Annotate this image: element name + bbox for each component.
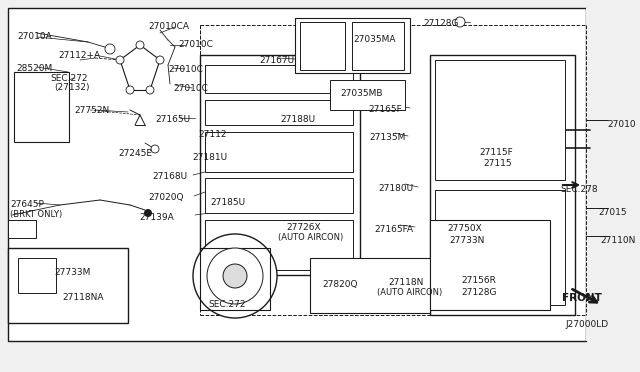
Circle shape xyxy=(146,86,154,94)
Bar xyxy=(18,258,56,293)
Text: 27112+A: 27112+A xyxy=(58,51,100,60)
Text: 27750X: 27750X xyxy=(447,224,482,233)
Bar xyxy=(200,55,360,275)
Text: 27645P: 27645P xyxy=(10,200,44,209)
Bar xyxy=(205,100,353,125)
Text: (27132): (27132) xyxy=(54,83,90,92)
Circle shape xyxy=(455,17,465,27)
Text: 27128G: 27128G xyxy=(461,288,497,297)
Text: 27820Q: 27820Q xyxy=(322,280,358,289)
Circle shape xyxy=(207,248,263,304)
Text: 27115F: 27115F xyxy=(479,148,513,157)
Circle shape xyxy=(126,86,134,94)
Circle shape xyxy=(151,145,159,153)
Bar xyxy=(14,72,69,142)
Text: 27010CA: 27010CA xyxy=(148,22,189,31)
Text: 27035MA: 27035MA xyxy=(353,35,396,44)
Bar xyxy=(300,22,345,70)
Text: 27118N: 27118N xyxy=(388,278,424,287)
Text: 27733N: 27733N xyxy=(449,236,484,245)
Text: 27156R: 27156R xyxy=(461,276,496,285)
Circle shape xyxy=(156,56,164,64)
Text: (BRKT ONLY): (BRKT ONLY) xyxy=(10,210,62,219)
Text: 27010C: 27010C xyxy=(178,40,213,49)
Circle shape xyxy=(116,56,124,64)
Text: SEC.272: SEC.272 xyxy=(50,74,88,83)
Bar xyxy=(310,258,430,313)
Text: 27010: 27010 xyxy=(607,120,636,129)
Text: 27181U: 27181U xyxy=(192,153,227,162)
Bar xyxy=(295,18,410,73)
Bar xyxy=(586,8,632,341)
Circle shape xyxy=(136,41,144,49)
Circle shape xyxy=(223,264,247,288)
Text: (AUTO AIRCON): (AUTO AIRCON) xyxy=(278,233,343,242)
Text: 27139A: 27139A xyxy=(139,213,173,222)
Bar xyxy=(205,65,353,93)
Circle shape xyxy=(144,209,152,217)
Bar xyxy=(8,8,586,341)
Text: 27165FA: 27165FA xyxy=(374,225,413,234)
Bar xyxy=(430,220,550,310)
Bar xyxy=(435,190,565,305)
Bar xyxy=(200,248,270,310)
Text: 28520M: 28520M xyxy=(16,64,52,73)
Text: 27185U: 27185U xyxy=(210,198,245,207)
Text: 27752N: 27752N xyxy=(74,106,109,115)
Text: 27165U: 27165U xyxy=(155,115,190,124)
Bar xyxy=(205,178,353,213)
Text: 27010C: 27010C xyxy=(173,84,208,93)
Bar xyxy=(352,22,404,70)
Text: J27000LD: J27000LD xyxy=(565,320,608,329)
Text: 27168U: 27168U xyxy=(152,172,187,181)
Text: SEC.272: SEC.272 xyxy=(208,300,246,309)
Text: 27135M: 27135M xyxy=(369,133,405,142)
Text: 27020Q: 27020Q xyxy=(148,193,184,202)
Text: 27165F: 27165F xyxy=(368,105,402,114)
Text: 27245E: 27245E xyxy=(118,149,152,158)
Text: 27010A: 27010A xyxy=(17,32,52,41)
Text: 27118NA: 27118NA xyxy=(62,293,104,302)
Text: (AUTO AIRCON): (AUTO AIRCON) xyxy=(377,288,442,297)
Bar xyxy=(205,132,353,172)
Text: 27167U: 27167U xyxy=(259,56,294,65)
Text: 27115: 27115 xyxy=(483,159,511,168)
Bar xyxy=(205,220,353,270)
Text: 27188U: 27188U xyxy=(280,115,315,124)
Text: 27110N: 27110N xyxy=(600,236,636,245)
Text: SEC.278: SEC.278 xyxy=(560,185,598,194)
Bar xyxy=(435,60,565,180)
Text: FRONT: FRONT xyxy=(562,293,602,303)
Text: 27112: 27112 xyxy=(198,130,227,139)
Text: 27015: 27015 xyxy=(598,208,627,217)
Circle shape xyxy=(105,44,115,54)
Text: 27128G: 27128G xyxy=(423,19,458,28)
Text: 27726X: 27726X xyxy=(286,223,321,232)
Text: 27180U: 27180U xyxy=(378,184,413,193)
Bar xyxy=(430,55,575,315)
Bar xyxy=(8,248,128,323)
Bar xyxy=(8,220,36,238)
Bar xyxy=(330,80,405,110)
Text: 27010C: 27010C xyxy=(168,65,203,74)
Circle shape xyxy=(193,234,277,318)
Text: 27733M: 27733M xyxy=(54,268,90,277)
Text: 27035MB: 27035MB xyxy=(340,89,383,98)
